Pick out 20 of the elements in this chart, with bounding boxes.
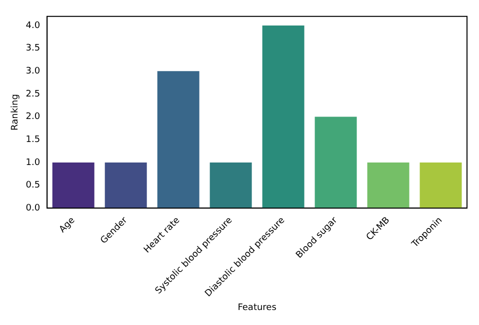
x-axis-title: Features <box>238 302 277 313</box>
y-tick-label: 0.0 <box>26 203 40 214</box>
y-tick-label: 1.0 <box>26 158 40 168</box>
bar <box>157 71 200 208</box>
y-tick-label: 3.0 <box>26 66 40 77</box>
bar <box>210 162 252 208</box>
bar <box>314 116 357 208</box>
bar <box>104 162 147 208</box>
y-tick-label: 2.0 <box>26 112 40 122</box>
y-tick-label: 0.5 <box>26 180 40 191</box>
y-tick-label: 2.5 <box>26 89 40 100</box>
x-tick-label: Age <box>58 215 78 236</box>
y-tick-label: 3.5 <box>26 44 40 54</box>
y-tick-label: 1.5 <box>26 134 40 145</box>
bar <box>367 162 410 208</box>
y-tick-label: 4.0 <box>26 20 40 31</box>
bar <box>420 162 462 208</box>
y-axis-title: Ranking <box>10 94 21 130</box>
bar <box>52 162 94 208</box>
bar <box>262 26 304 208</box>
